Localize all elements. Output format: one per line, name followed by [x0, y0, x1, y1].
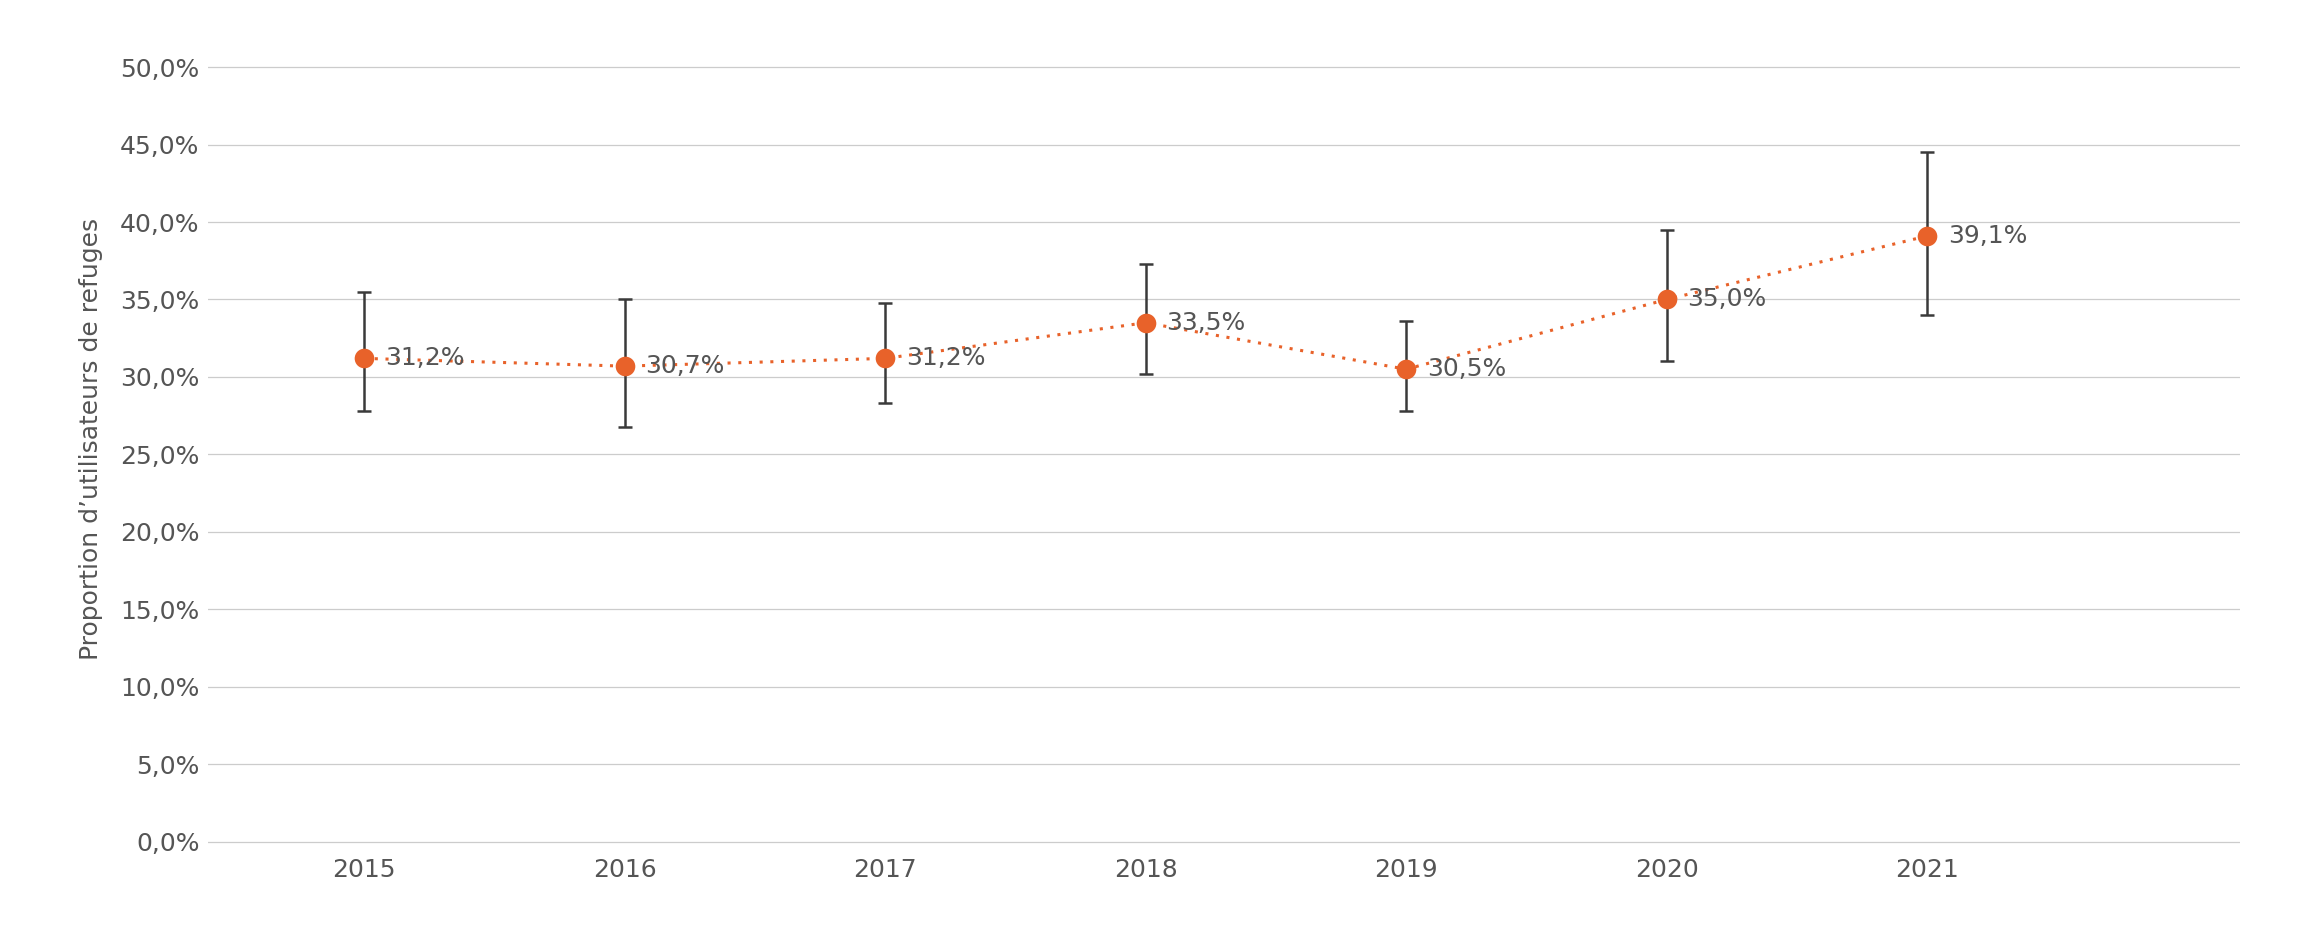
Point [607, 359, 644, 374]
Point [866, 351, 903, 366]
Point [346, 351, 383, 366]
Point [1649, 292, 1686, 307]
Text: 35,0%: 35,0% [1688, 288, 1766, 312]
Text: 33,5%: 33,5% [1166, 311, 1247, 335]
Text: 31,2%: 31,2% [386, 346, 464, 370]
Point [1388, 362, 1425, 377]
Text: 30,7%: 30,7% [647, 354, 725, 379]
Y-axis label: Proportion d’utilisateurs de refuges: Proportion d’utilisateurs de refuges [79, 218, 104, 660]
Text: 30,5%: 30,5% [1427, 357, 1505, 381]
Text: 39,1%: 39,1% [1949, 224, 2027, 248]
Text: 31,2%: 31,2% [905, 346, 986, 370]
Point [1910, 228, 1946, 244]
Point [1127, 315, 1164, 330]
